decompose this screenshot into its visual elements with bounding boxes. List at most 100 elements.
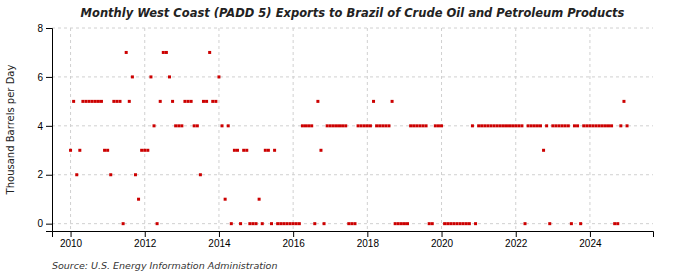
tick-label: 2010 bbox=[60, 238, 83, 249]
point bbox=[264, 149, 267, 152]
point bbox=[94, 100, 97, 103]
point bbox=[313, 222, 316, 225]
point bbox=[452, 222, 455, 225]
point bbox=[533, 124, 536, 127]
point bbox=[91, 100, 94, 103]
point bbox=[338, 124, 341, 127]
point bbox=[511, 124, 514, 127]
point bbox=[310, 124, 313, 127]
point bbox=[239, 222, 242, 225]
point bbox=[143, 149, 146, 152]
tick: 2010 bbox=[60, 231, 83, 249]
point bbox=[103, 149, 106, 152]
tick-label: 6 bbox=[37, 72, 43, 83]
point bbox=[400, 222, 403, 225]
point bbox=[431, 222, 434, 225]
point bbox=[428, 222, 431, 225]
point bbox=[156, 222, 159, 225]
point bbox=[258, 198, 261, 201]
point bbox=[298, 222, 301, 225]
point bbox=[570, 222, 573, 225]
point bbox=[304, 124, 307, 127]
point bbox=[267, 149, 270, 152]
point bbox=[122, 222, 125, 225]
point bbox=[499, 124, 502, 127]
point bbox=[418, 124, 421, 127]
point bbox=[97, 100, 100, 103]
point bbox=[446, 222, 449, 225]
point bbox=[217, 75, 220, 78]
point bbox=[125, 51, 128, 54]
point bbox=[480, 124, 483, 127]
tick-mark bbox=[46, 126, 52, 127]
grid-line bbox=[367, 28, 368, 231]
point bbox=[554, 124, 557, 127]
point bbox=[75, 173, 78, 176]
tick-mark bbox=[293, 231, 294, 237]
point bbox=[610, 124, 613, 127]
point bbox=[397, 222, 400, 225]
point bbox=[437, 124, 440, 127]
point bbox=[199, 173, 202, 176]
point bbox=[230, 222, 233, 225]
point bbox=[616, 222, 619, 225]
point bbox=[196, 124, 199, 127]
point bbox=[415, 124, 418, 127]
point bbox=[159, 100, 162, 103]
point bbox=[619, 124, 622, 127]
point bbox=[78, 149, 81, 152]
tick-mark bbox=[46, 175, 52, 176]
point bbox=[360, 124, 363, 127]
point bbox=[592, 124, 595, 127]
point bbox=[279, 222, 282, 225]
tick-label: 2012 bbox=[134, 238, 157, 249]
tick-label: 2016 bbox=[283, 238, 306, 249]
tick-label: 2022 bbox=[505, 238, 528, 249]
point bbox=[539, 124, 542, 127]
point bbox=[468, 222, 471, 225]
point bbox=[378, 124, 381, 127]
tick-mark bbox=[516, 231, 517, 237]
grid-line bbox=[144, 28, 145, 231]
point bbox=[542, 149, 545, 152]
point bbox=[233, 149, 236, 152]
point bbox=[205, 100, 208, 103]
point bbox=[100, 100, 103, 103]
point bbox=[486, 124, 489, 127]
point bbox=[347, 222, 350, 225]
point bbox=[440, 124, 443, 127]
grid-line bbox=[52, 174, 653, 175]
point bbox=[289, 222, 292, 225]
tick: 2014 bbox=[208, 231, 231, 249]
tick: 8 bbox=[37, 23, 52, 34]
point bbox=[242, 149, 245, 152]
point bbox=[366, 124, 369, 127]
point bbox=[483, 124, 486, 127]
point bbox=[496, 124, 499, 127]
grid-line bbox=[293, 28, 294, 231]
point bbox=[456, 222, 459, 225]
point bbox=[588, 124, 591, 127]
grid-line bbox=[70, 28, 71, 231]
y-axis-title: Thousand Barrels per Day bbox=[5, 65, 16, 196]
point bbox=[449, 222, 452, 225]
grid-line bbox=[589, 28, 590, 231]
point bbox=[598, 124, 601, 127]
point bbox=[406, 222, 409, 225]
grid bbox=[52, 28, 653, 231]
point bbox=[551, 124, 554, 127]
point bbox=[276, 222, 279, 225]
point bbox=[332, 124, 335, 127]
point bbox=[443, 222, 446, 225]
point bbox=[245, 149, 248, 152]
point bbox=[149, 75, 152, 78]
point bbox=[301, 124, 304, 127]
point bbox=[72, 100, 75, 103]
point bbox=[162, 51, 165, 54]
tick-label: 2018 bbox=[357, 238, 380, 249]
grid-line bbox=[52, 28, 653, 29]
point bbox=[146, 149, 149, 152]
tick-label: 2 bbox=[37, 169, 43, 180]
point bbox=[459, 222, 462, 225]
tick: 4 bbox=[37, 121, 52, 132]
